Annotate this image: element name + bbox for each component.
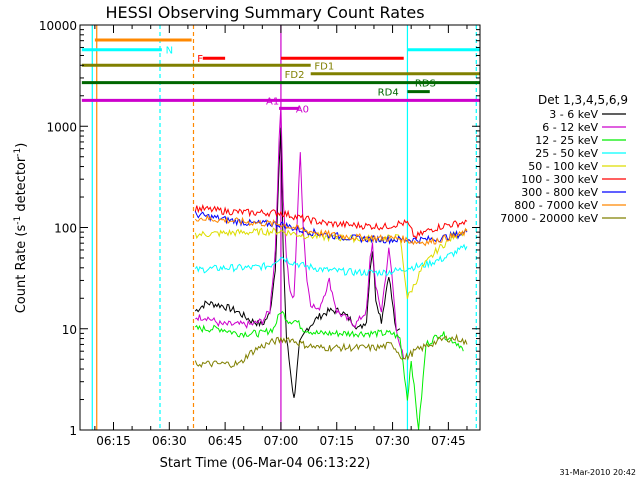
legend-title: Det 1,3,4,5,6,9 (538, 93, 628, 107)
legend-label-5: 100 - 300 keV (521, 173, 598, 186)
plot-area: F FD1 FD2 RDS RD4 A1 A0 N (81, 25, 480, 431)
y-tick-label-3: 1000 (46, 120, 77, 134)
chart-title: HESSI Observing Summary Count Rates (105, 3, 424, 22)
flag-label-2: FD2 (285, 70, 305, 81)
legend-label-8: 7000 - 20000 keV (500, 212, 598, 225)
x-tick-label-0: 06:15 (96, 434, 131, 448)
x-tick-label-5: 07:30 (375, 434, 410, 448)
legend-label-1: 6 - 12 keV (542, 121, 598, 134)
y-axis-label-part3: ) (14, 143, 29, 148)
footer-date: 31-Mar-2010 20:42 (560, 468, 637, 477)
flag-label-6: A0 (296, 104, 309, 115)
legend-label-0: 3 - 6 keV (549, 108, 598, 121)
x-tick-label-2: 06:45 (208, 434, 243, 448)
x-axis-label: Start Time (06-Mar-04 06:13:22) (160, 456, 371, 471)
legend-label-2: 12 - 25 keV (535, 134, 598, 147)
series-line-0 (194, 127, 401, 398)
x-tick-label-4: 07:15 (319, 434, 354, 448)
axes: 06:15 06:30 06:45 07:00 07:15 07:30 07:45 1 10 10… (39, 19, 480, 448)
y-axis-label-sup1: -1 (13, 216, 23, 225)
flag-label-0: F (197, 54, 203, 65)
series-line-1 (195, 106, 405, 360)
legend-label-7: 800 - 7000 keV (514, 199, 598, 212)
y-axis-label-part1: Count Rate (s (14, 225, 29, 314)
series-line-2 (194, 310, 464, 431)
flag-label-5: A1 (266, 96, 279, 107)
y-tick-label-2: 100 (54, 222, 77, 236)
series-line-8 (194, 333, 468, 369)
legend-label-3: 25 - 50 keV (535, 147, 598, 160)
legend-label-4: 50 - 100 keV (528, 160, 598, 173)
y-axis-label-part2: detector (14, 156, 29, 216)
y-tick-label-0: 1 (69, 424, 77, 438)
x-tick-label-1: 06:30 (152, 434, 187, 448)
legend-label-6: 300 - 800 keV (521, 186, 598, 199)
series-line-5 (194, 203, 468, 240)
y-tick-label-1: 10 (62, 323, 77, 337)
y-axis-label: Count Rate (s-1 detector-1) (13, 143, 29, 314)
series-line-3 (194, 243, 468, 277)
y-tick-label-4: 10000 (39, 19, 77, 33)
flag-label-7: N (166, 46, 173, 57)
flag-label-3: RDS (415, 79, 436, 90)
y-axis-label-sup2: -1 (13, 148, 23, 157)
flag-label-1: FD1 (314, 61, 334, 72)
x-tick-label-3: 07:00 (264, 434, 299, 448)
flag-label-4: RD4 (378, 88, 399, 99)
x-tick-label-6: 07:45 (431, 434, 466, 448)
series-line-4 (194, 227, 468, 299)
series-line-7 (194, 214, 468, 247)
